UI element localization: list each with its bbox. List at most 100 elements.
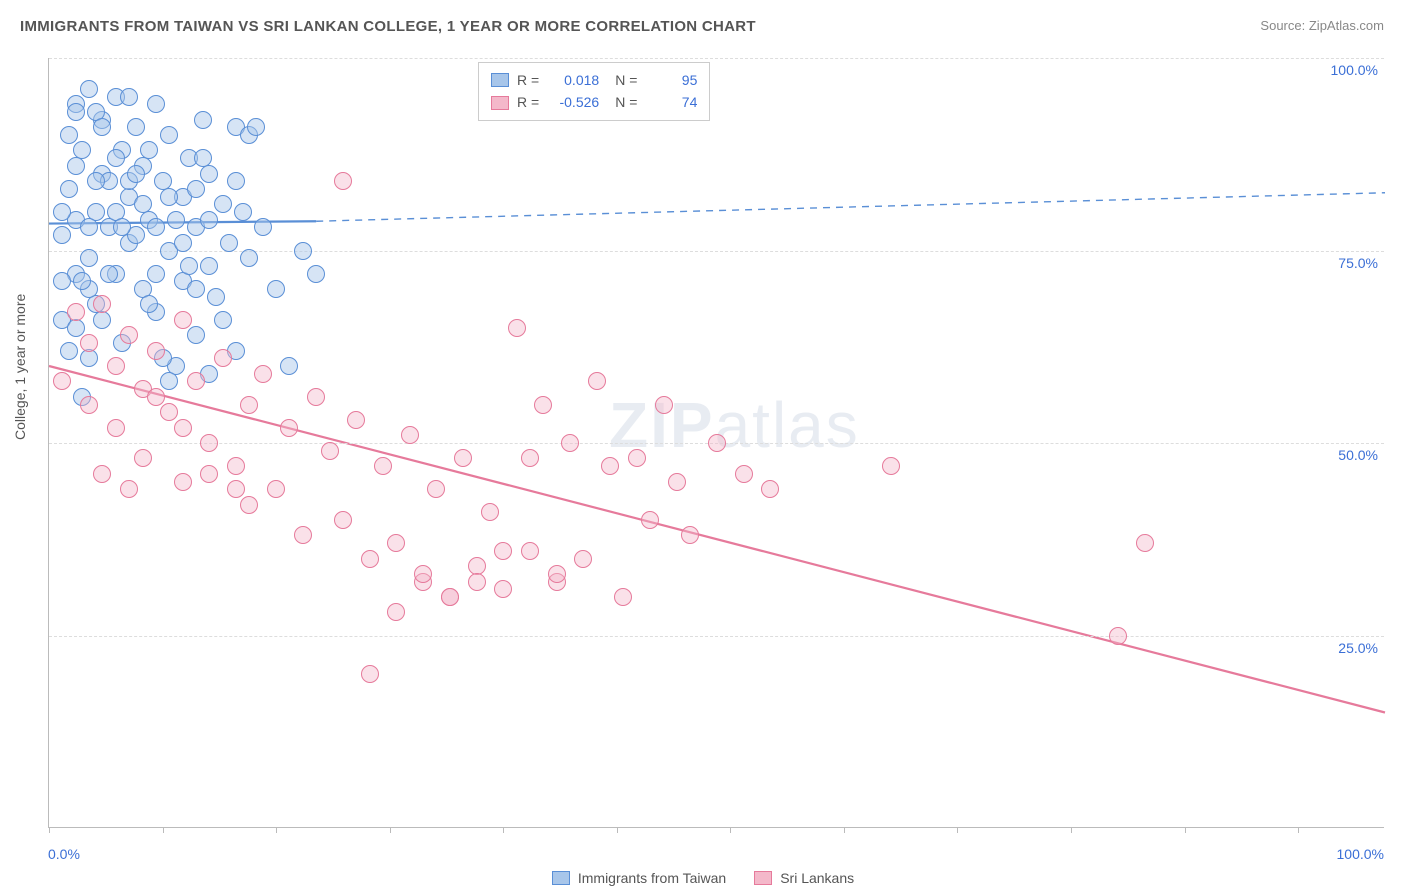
data-point-taiwan: [200, 165, 218, 183]
n-label: N =: [615, 69, 637, 91]
data-point-srilankan: [668, 473, 686, 491]
y-tick-label: 100.0%: [1331, 62, 1378, 78]
source-credit: Source: ZipAtlas.com: [1260, 18, 1384, 33]
data-point-taiwan: [67, 319, 85, 337]
swatch-taiwan: [552, 871, 570, 885]
data-point-taiwan: [107, 149, 125, 167]
data-point-srilankan: [134, 449, 152, 467]
data-point-srilankan: [681, 526, 699, 544]
data-point-srilankan: [534, 396, 552, 414]
data-point-srilankan: [280, 419, 298, 437]
data-point-taiwan: [93, 311, 111, 329]
data-point-srilankan: [882, 457, 900, 475]
data-point-srilankan: [427, 480, 445, 498]
data-point-taiwan: [207, 288, 225, 306]
data-point-taiwan: [227, 172, 245, 190]
data-point-taiwan: [187, 280, 205, 298]
data-point-taiwan: [53, 272, 71, 290]
series-legend: Immigrants from Taiwan Sri Lankans: [0, 870, 1406, 886]
x-tick: [390, 827, 391, 833]
data-point-srilankan: [361, 550, 379, 568]
data-point-srilankan: [521, 542, 539, 560]
data-point-srilankan: [735, 465, 753, 483]
data-point-taiwan: [200, 211, 218, 229]
y-axis-label: College, 1 year or more: [12, 294, 28, 440]
data-point-srilankan: [574, 550, 592, 568]
data-point-srilankan: [548, 565, 566, 583]
data-point-taiwan: [80, 80, 98, 98]
data-point-taiwan: [67, 103, 85, 121]
data-point-srilankan: [200, 465, 218, 483]
x-tick: [163, 827, 164, 833]
data-point-taiwan: [240, 249, 258, 267]
data-point-srilankan: [80, 334, 98, 352]
data-point-taiwan: [254, 218, 272, 236]
data-point-taiwan: [120, 88, 138, 106]
data-point-srilankan: [374, 457, 392, 475]
data-point-taiwan: [294, 242, 312, 260]
data-point-taiwan: [53, 226, 71, 244]
data-point-srilankan: [267, 480, 285, 498]
data-point-srilankan: [454, 449, 472, 467]
data-point-srilankan: [588, 372, 606, 390]
data-point-taiwan: [307, 265, 325, 283]
data-point-taiwan: [160, 188, 178, 206]
data-point-taiwan: [187, 180, 205, 198]
source-link[interactable]: ZipAtlas.com: [1309, 18, 1384, 33]
data-point-taiwan: [140, 141, 158, 159]
data-point-srilankan: [601, 457, 619, 475]
data-point-taiwan: [214, 311, 232, 329]
data-point-taiwan: [194, 149, 212, 167]
data-point-taiwan: [194, 111, 212, 129]
data-point-srilankan: [200, 434, 218, 452]
data-point-srilankan: [187, 372, 205, 390]
data-point-taiwan: [280, 357, 298, 375]
x-tick: [49, 827, 50, 833]
data-point-taiwan: [147, 218, 165, 236]
data-point-taiwan: [80, 218, 98, 236]
x-tick: [276, 827, 277, 833]
data-point-taiwan: [234, 203, 252, 221]
x-tick: [844, 827, 845, 833]
stats-row-srilankan: R = -0.526 N = 74: [491, 91, 697, 113]
data-point-srilankan: [761, 480, 779, 498]
data-point-srilankan: [174, 419, 192, 437]
data-point-srilankan: [307, 388, 325, 406]
r-value-srilankan: -0.526: [547, 91, 599, 113]
data-point-taiwan: [160, 372, 178, 390]
x-tick: [957, 827, 958, 833]
y-tick-label: 50.0%: [1338, 447, 1378, 463]
data-point-srilankan: [481, 503, 499, 521]
legend-label-taiwan: Immigrants from Taiwan: [578, 870, 726, 886]
data-point-srilankan: [441, 588, 459, 606]
data-point-srilankan: [521, 449, 539, 467]
data-point-srilankan: [160, 403, 178, 421]
stats-row-taiwan: R = 0.018 N = 95: [491, 69, 697, 91]
data-point-srilankan: [655, 396, 673, 414]
x-tick: [730, 827, 731, 833]
data-point-taiwan: [140, 295, 158, 313]
data-point-srilankan: [401, 426, 419, 444]
data-point-taiwan: [187, 326, 205, 344]
data-point-srilankan: [628, 449, 646, 467]
data-point-taiwan: [60, 180, 78, 198]
data-point-taiwan: [60, 126, 78, 144]
gridline: [49, 636, 1384, 637]
data-point-taiwan: [267, 280, 285, 298]
data-point-srilankan: [321, 442, 339, 460]
data-point-srilankan: [294, 526, 312, 544]
data-point-srilankan: [240, 496, 258, 514]
data-point-srilankan: [120, 480, 138, 498]
data-point-srilankan: [53, 372, 71, 390]
data-point-taiwan: [87, 172, 105, 190]
trend-line: [316, 193, 1385, 221]
source-label: Source:: [1260, 18, 1305, 33]
data-point-taiwan: [147, 95, 165, 113]
x-axis-max-label: 100.0%: [1337, 846, 1384, 862]
data-point-srilankan: [468, 573, 486, 591]
data-point-srilankan: [347, 411, 365, 429]
swatch-srilankan: [754, 871, 772, 885]
swatch-taiwan: [491, 73, 509, 87]
data-point-taiwan: [220, 234, 238, 252]
data-point-srilankan: [107, 357, 125, 375]
